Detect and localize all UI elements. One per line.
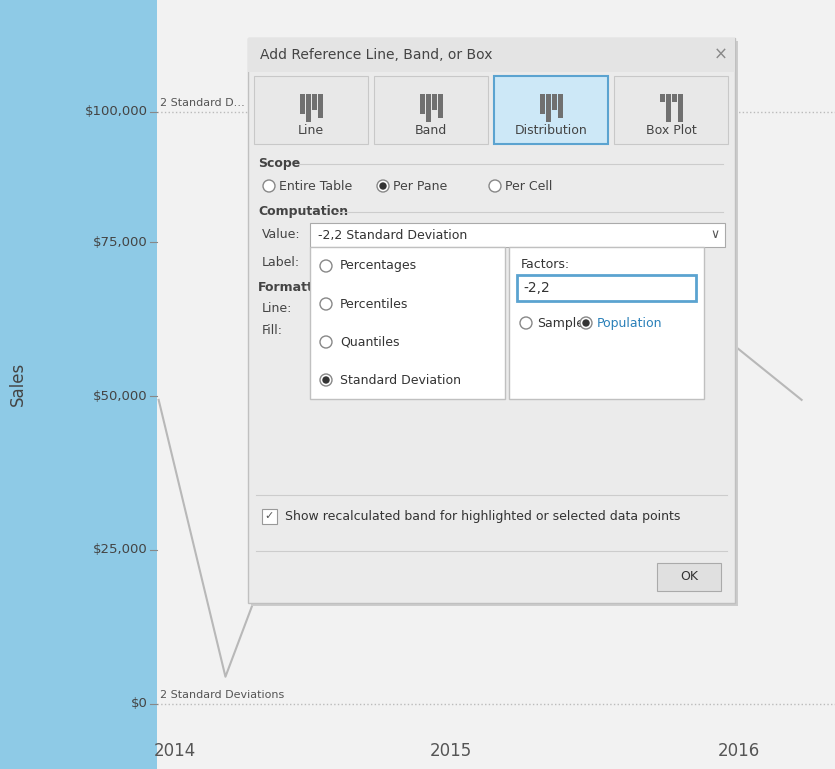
Text: Formatting: Formatting: [258, 281, 336, 294]
Text: Show recalculated band for highlighted or selected data points: Show recalculated band for highlighted o…: [285, 510, 681, 523]
Text: 2 Standard Deviations: 2 Standard Deviations: [160, 690, 284, 700]
FancyBboxPatch shape: [666, 94, 671, 122]
Text: Per Cell: Per Cell: [505, 179, 553, 192]
FancyBboxPatch shape: [0, 0, 157, 769]
FancyBboxPatch shape: [310, 247, 505, 399]
Text: $25,000: $25,000: [94, 544, 148, 556]
Text: Distribution: Distribution: [514, 124, 587, 137]
Circle shape: [580, 317, 592, 329]
FancyBboxPatch shape: [157, 0, 835, 769]
FancyBboxPatch shape: [310, 223, 725, 247]
Text: Label:: Label:: [262, 257, 300, 269]
Text: Band: Band: [415, 124, 447, 137]
FancyBboxPatch shape: [251, 41, 738, 606]
Circle shape: [489, 180, 501, 192]
FancyBboxPatch shape: [494, 76, 608, 144]
FancyBboxPatch shape: [318, 94, 323, 118]
Circle shape: [380, 183, 386, 189]
FancyBboxPatch shape: [546, 94, 551, 122]
FancyBboxPatch shape: [657, 563, 721, 591]
Text: Percentages: Percentages: [340, 259, 418, 272]
Text: Population: Population: [597, 317, 662, 329]
Text: Entire Table: Entire Table: [279, 179, 352, 192]
FancyBboxPatch shape: [374, 76, 488, 144]
FancyBboxPatch shape: [672, 94, 677, 102]
FancyBboxPatch shape: [300, 94, 305, 114]
Text: Per Pane: Per Pane: [393, 179, 448, 192]
Text: Factors:: Factors:: [521, 258, 570, 271]
Text: ✓: ✓: [265, 511, 274, 521]
FancyBboxPatch shape: [248, 38, 735, 72]
FancyBboxPatch shape: [660, 94, 665, 102]
FancyBboxPatch shape: [614, 76, 728, 144]
FancyBboxPatch shape: [254, 76, 368, 144]
Text: 2014: 2014: [154, 742, 196, 760]
Circle shape: [520, 317, 532, 329]
Text: 2016: 2016: [718, 742, 760, 760]
Text: Value:: Value:: [262, 228, 301, 241]
Circle shape: [320, 336, 332, 348]
Circle shape: [320, 260, 332, 272]
Circle shape: [320, 374, 332, 386]
Text: Add Reference Line, Band, or Box: Add Reference Line, Band, or Box: [260, 48, 493, 62]
FancyBboxPatch shape: [306, 94, 311, 122]
Text: $75,000: $75,000: [94, 236, 148, 248]
Text: Line:: Line:: [262, 302, 292, 315]
Circle shape: [320, 298, 332, 310]
FancyBboxPatch shape: [509, 247, 704, 399]
FancyBboxPatch shape: [262, 509, 277, 524]
Text: -2,2 Standard Deviation: -2,2 Standard Deviation: [318, 228, 468, 241]
Circle shape: [377, 180, 389, 192]
Circle shape: [323, 377, 329, 383]
FancyBboxPatch shape: [248, 38, 735, 603]
Text: Sales: Sales: [9, 362, 27, 406]
Text: Box Plot: Box Plot: [645, 124, 696, 137]
FancyBboxPatch shape: [438, 94, 443, 118]
FancyBboxPatch shape: [426, 94, 431, 122]
FancyBboxPatch shape: [312, 94, 317, 110]
Text: Computation: Computation: [258, 205, 348, 218]
Text: OK: OK: [680, 571, 698, 584]
FancyBboxPatch shape: [517, 275, 696, 301]
Text: Percentiles: Percentiles: [340, 298, 408, 311]
Text: 2 Standard D…: 2 Standard D…: [160, 98, 245, 108]
Text: Fill:: Fill:: [262, 325, 283, 338]
Circle shape: [263, 180, 275, 192]
Text: Scope: Scope: [258, 158, 301, 171]
FancyBboxPatch shape: [540, 94, 545, 114]
Text: ∨: ∨: [711, 228, 720, 241]
Text: 2015: 2015: [430, 742, 472, 760]
Text: Standard Deviation: Standard Deviation: [340, 374, 461, 387]
FancyBboxPatch shape: [552, 94, 557, 110]
FancyBboxPatch shape: [678, 94, 683, 122]
Circle shape: [583, 320, 589, 326]
Text: $50,000: $50,000: [94, 390, 148, 402]
FancyBboxPatch shape: [432, 94, 437, 110]
Text: -2,2: -2,2: [523, 281, 549, 295]
FancyBboxPatch shape: [558, 94, 563, 118]
Text: Quantiles: Quantiles: [340, 335, 399, 348]
Text: Sample: Sample: [537, 317, 584, 329]
Text: ×: ×: [714, 46, 728, 64]
Text: $100,000: $100,000: [85, 105, 148, 118]
FancyBboxPatch shape: [420, 94, 425, 114]
Text: $0: $0: [131, 697, 148, 710]
Text: Line: Line: [298, 124, 324, 137]
